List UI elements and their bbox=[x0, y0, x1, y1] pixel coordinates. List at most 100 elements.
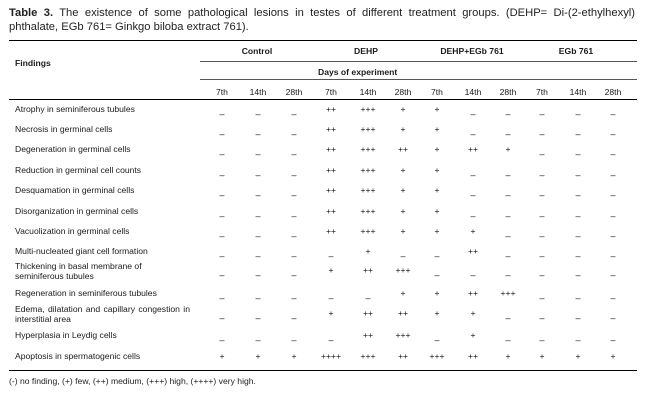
cell-value: – bbox=[539, 335, 545, 345]
cell-value: +++ bbox=[360, 226, 376, 236]
day-header: 7th bbox=[216, 87, 228, 97]
group-underline bbox=[200, 61, 637, 62]
cell-value: – bbox=[575, 293, 581, 303]
group-header: Control bbox=[241, 46, 273, 56]
cell-value: – bbox=[539, 293, 545, 303]
cell-value: – bbox=[219, 335, 225, 345]
days-underline bbox=[200, 79, 637, 80]
cell-value: – bbox=[470, 129, 476, 139]
cell-value: – bbox=[255, 129, 261, 139]
finding-label: Thickening in basal membrane of seminife… bbox=[15, 261, 142, 281]
cell-value: – bbox=[365, 293, 371, 303]
cell-value: – bbox=[255, 190, 261, 200]
cell-value: ++ bbox=[397, 144, 409, 154]
cell-value: + bbox=[434, 144, 440, 154]
cell-value: – bbox=[539, 313, 545, 323]
cell-value: – bbox=[575, 251, 581, 261]
cell-value: – bbox=[219, 109, 225, 119]
cell-value: – bbox=[610, 211, 616, 221]
cell-value: – bbox=[505, 211, 511, 221]
top-rule bbox=[9, 40, 637, 41]
cell-value: – bbox=[219, 129, 225, 139]
cell-value: – bbox=[470, 170, 476, 180]
cell-value: + bbox=[400, 165, 406, 175]
cell-value: – bbox=[610, 190, 616, 200]
cell-value: – bbox=[219, 251, 225, 261]
day-header: 7th bbox=[325, 87, 337, 97]
cell-value: – bbox=[610, 251, 616, 261]
cell-value: – bbox=[219, 293, 225, 303]
finding-label: Desquamation in germinal cells bbox=[15, 185, 135, 195]
cell-value: – bbox=[291, 231, 297, 241]
cell-value: + bbox=[505, 144, 511, 154]
cell-value: – bbox=[255, 335, 261, 345]
cell-value: + bbox=[610, 351, 616, 361]
cell-value: – bbox=[610, 129, 616, 139]
cell-value: + bbox=[328, 265, 334, 275]
cell-value: + bbox=[400, 104, 406, 114]
group-header: EGb 761 bbox=[558, 46, 594, 56]
cell-value: + bbox=[539, 351, 545, 361]
cell-value: +++ bbox=[500, 288, 516, 298]
finding-label: Apoptosis in spermatogenic cells bbox=[15, 351, 141, 361]
cell-value: ++ bbox=[397, 308, 409, 318]
cell-value: – bbox=[328, 251, 334, 261]
cell-value: – bbox=[255, 251, 261, 261]
finding-label: Necrosis in germinal cells bbox=[15, 124, 113, 134]
days-of-experiment-header: Days of experiment bbox=[318, 67, 398, 77]
cell-value: +++ bbox=[360, 165, 376, 175]
cell-value: – bbox=[255, 231, 261, 241]
cell-value: – bbox=[291, 211, 297, 221]
cell-value: + bbox=[470, 226, 476, 236]
day-header: 28th bbox=[604, 87, 622, 97]
cell-value: – bbox=[539, 211, 545, 221]
cell-value: +++ bbox=[395, 265, 411, 275]
cell-value: – bbox=[610, 313, 616, 323]
cell-value: – bbox=[575, 129, 581, 139]
cell-value: – bbox=[539, 170, 545, 180]
cell-value: – bbox=[505, 170, 511, 180]
cell-value: – bbox=[255, 293, 261, 303]
cell-value: – bbox=[575, 313, 581, 323]
cell-value: – bbox=[291, 251, 297, 261]
cell-value: – bbox=[400, 251, 406, 261]
day-header: 14th bbox=[464, 87, 482, 97]
footnote: (-) no finding, (+) few, (++) medium, (+… bbox=[9, 376, 256, 386]
cell-value: + bbox=[400, 124, 406, 134]
finding-label: Edema, dilatation and capillary congesti… bbox=[15, 304, 190, 324]
cell-value: ++ bbox=[362, 330, 374, 340]
cell-value: – bbox=[575, 190, 581, 200]
cell-value: – bbox=[539, 149, 545, 159]
finding-label: Degeneration in germinal cells bbox=[15, 144, 131, 154]
cell-value: +++ bbox=[360, 206, 376, 216]
cell-value: – bbox=[575, 170, 581, 180]
cell-value: + bbox=[434, 206, 440, 216]
cell-value: – bbox=[505, 335, 511, 345]
cell-value: – bbox=[291, 170, 297, 180]
finding-label: Disorganization in germinal cells bbox=[15, 206, 139, 216]
table-label: Table 3. bbox=[9, 7, 54, 19]
cell-value: – bbox=[539, 270, 545, 280]
cell-value: + bbox=[434, 185, 440, 195]
cell-value: ++ bbox=[325, 226, 337, 236]
cell-value: + bbox=[400, 288, 406, 298]
day-header: 28th bbox=[499, 87, 517, 97]
finding-label: Reduction in germinal cell counts bbox=[15, 165, 142, 175]
caption-text: The existence of some pathological lesio… bbox=[9, 7, 635, 33]
cell-value: – bbox=[610, 109, 616, 119]
cell-value: – bbox=[575, 211, 581, 221]
cell-value: + bbox=[470, 308, 476, 318]
cell-value: – bbox=[291, 149, 297, 159]
cell-value: ++ bbox=[467, 144, 479, 154]
cell-value: – bbox=[470, 109, 476, 119]
cell-value: ++ bbox=[467, 288, 479, 298]
cell-value: – bbox=[610, 170, 616, 180]
cell-value: – bbox=[470, 211, 476, 221]
cell-value: – bbox=[434, 270, 440, 280]
cell-value: – bbox=[219, 149, 225, 159]
cell-value: – bbox=[434, 251, 440, 261]
cell-value: – bbox=[539, 231, 545, 241]
bottom-rule bbox=[9, 370, 637, 371]
cell-value: + bbox=[434, 104, 440, 114]
cell-value: – bbox=[219, 211, 225, 221]
